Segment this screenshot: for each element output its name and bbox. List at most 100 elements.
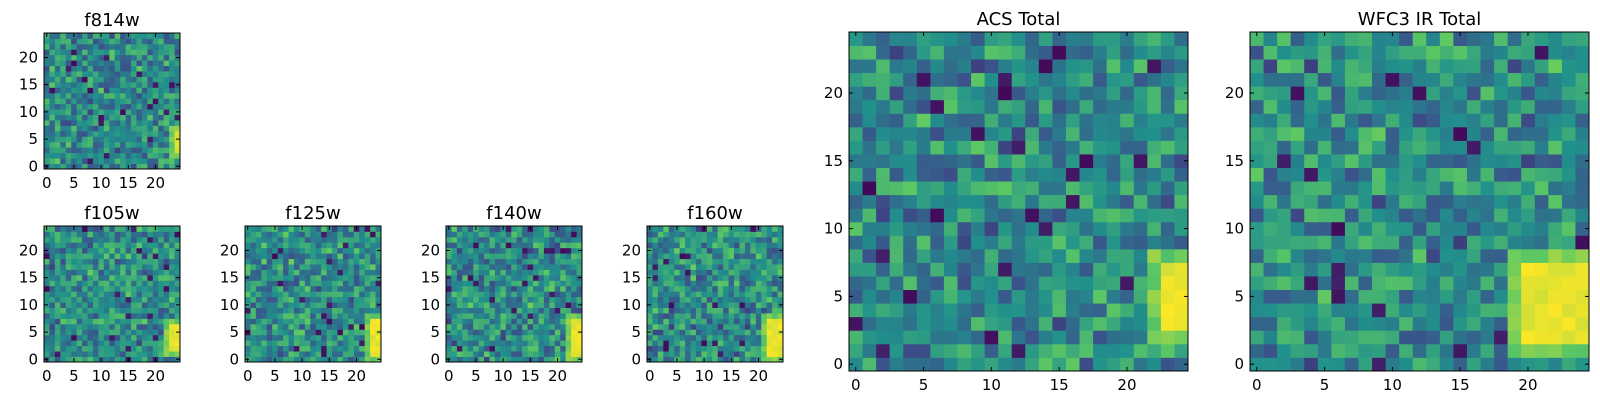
heatmap-cell	[1561, 72, 1576, 87]
heatmap-cell	[549, 269, 556, 276]
heatmap-cell	[657, 247, 664, 254]
heatmap-cell	[332, 280, 338, 287]
heatmap-cell	[152, 280, 159, 287]
heatmap-cell	[76, 136, 83, 143]
heatmap-cell	[647, 307, 653, 314]
heatmap-cell	[484, 351, 490, 357]
heatmap-cell	[163, 236, 170, 243]
heatmap-cell	[71, 318, 78, 325]
heatmap-cell	[131, 334, 137, 341]
heatmap-cell	[1466, 276, 1481, 291]
heatmap-cell	[1133, 276, 1148, 291]
heatmap-cell	[889, 45, 904, 60]
heatmap-cell	[98, 285, 105, 292]
heatmap-cell	[712, 231, 719, 238]
heatmap-cell	[288, 345, 295, 352]
heatmap-cell	[1250, 167, 1264, 182]
heatmap-cell	[862, 208, 877, 223]
heatmap-cell	[451, 269, 458, 276]
heatmap-cell	[1304, 72, 1319, 87]
heatmap-cell	[1011, 32, 1026, 46]
heatmap-cell	[98, 38, 105, 45]
heatmap-cell	[310, 236, 317, 243]
heatmap-cell	[131, 114, 137, 121]
heatmap-cell	[489, 313, 496, 319]
heatmap-cell	[288, 242, 295, 249]
heatmap-cell	[761, 302, 768, 308]
heatmap-cell	[903, 32, 918, 46]
heatmap-cell	[750, 258, 757, 265]
heatmap-cell	[261, 236, 268, 243]
heatmap-cell	[109, 302, 116, 308]
heatmap-cell	[332, 258, 338, 265]
heatmap-cell	[65, 242, 72, 249]
heatmap-cell	[60, 81, 67, 88]
heatmap-cell	[125, 71, 132, 77]
heatmap-cell	[1534, 154, 1549, 168]
heatmap-cell	[1304, 262, 1319, 277]
heatmap-cell	[353, 258, 360, 265]
heatmap-cell	[283, 302, 289, 308]
heatmap-cell	[755, 280, 762, 287]
heatmap-cell	[533, 313, 539, 319]
heatmap-cell	[293, 334, 300, 341]
heatmap-cell	[125, 247, 132, 254]
heatmap-cell	[342, 258, 349, 265]
heatmap-cell	[1317, 262, 1332, 277]
heatmap-cell	[1317, 221, 1332, 236]
heatmap-cell	[255, 291, 262, 298]
heatmap-cell	[647, 340, 653, 347]
heatmap-cell	[565, 242, 572, 249]
heatmap-cell	[1399, 140, 1414, 155]
heatmap-cell	[109, 130, 116, 137]
heatmap-cell	[1093, 357, 1108, 372]
heatmap-cell	[549, 313, 556, 319]
heatmap-cell	[1174, 167, 1189, 182]
heatmap-cell	[1160, 357, 1175, 372]
heatmap-cell	[1439, 45, 1454, 60]
heatmap-cell	[304, 247, 311, 254]
heatmap-cell	[370, 329, 376, 336]
heatmap-cell	[141, 231, 148, 238]
heatmap-cell	[359, 307, 366, 314]
heatmap-cell	[571, 291, 577, 298]
heatmap-cell	[1133, 343, 1148, 358]
heatmap-cell	[1093, 126, 1108, 141]
heatmap-cell	[1263, 262, 1278, 277]
heatmap-cell	[255, 226, 262, 232]
heatmap-cell	[576, 226, 583, 232]
heatmap-cell	[87, 152, 94, 159]
heatmap-cell	[1561, 32, 1576, 46]
heatmap-cell	[903, 99, 918, 114]
heatmap-cell	[103, 253, 110, 260]
heatmap-cell	[849, 181, 863, 196]
heatmap-cell	[120, 345, 126, 352]
heatmap-cell	[304, 274, 311, 281]
heatmap-cell	[65, 33, 72, 39]
heatmap-cell	[876, 86, 891, 101]
heatmap-cell	[131, 130, 137, 137]
heatmap-cell	[971, 208, 985, 223]
heatmap-cell	[293, 323, 300, 330]
heatmap-cell	[152, 158, 159, 164]
heatmap-cell	[1277, 235, 1292, 250]
heatmap-cell	[54, 147, 61, 154]
heatmap-cell	[971, 113, 985, 128]
heatmap-cell	[889, 154, 904, 168]
heatmap-cell	[315, 274, 322, 281]
y-tick-label: 10	[220, 296, 239, 314]
heatmap-cell	[163, 33, 170, 39]
heatmap-cell	[65, 269, 72, 276]
heatmap-cell	[1548, 248, 1563, 263]
heatmap-cell	[1290, 86, 1305, 101]
heatmap-cell	[889, 221, 904, 236]
heatmap-cell	[158, 163, 165, 170]
heatmap-cell	[451, 253, 458, 260]
heatmap-cell	[370, 258, 376, 265]
heatmap-cell	[674, 291, 681, 298]
heatmap-cell	[125, 329, 132, 336]
heatmap-cell	[44, 236, 50, 243]
heatmap-cell	[49, 236, 56, 243]
heatmap-cell	[337, 285, 344, 292]
heatmap-cell	[114, 103, 121, 110]
